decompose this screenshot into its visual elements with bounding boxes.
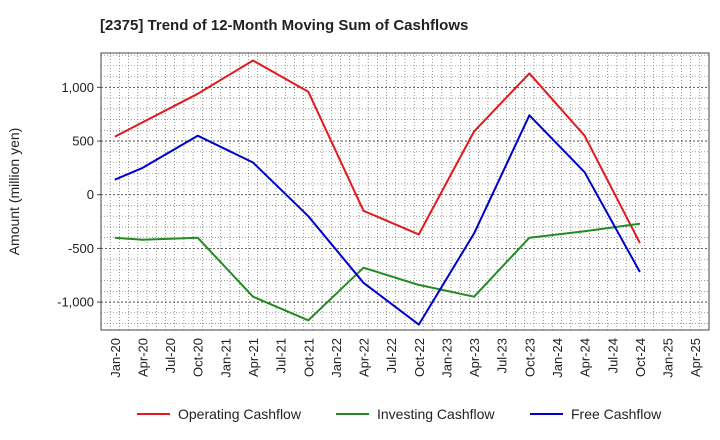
x-tick-label: Jan-20 [108,338,123,378]
x-tick-label: Oct-22 [412,338,427,377]
x-tick-label: Apr-20 [135,338,150,377]
legend-label: Investing Cashflow [377,406,495,422]
x-tick-label: Jan-25 [661,338,676,378]
legend-label: Free Cashflow [571,406,662,422]
x-tick-label: Oct-23 [522,338,537,377]
x-tick-label: Oct-20 [191,338,206,377]
grid [101,53,709,330]
series-line-investing-cashflow [114,222,641,322]
x-tick-label: Jan-22 [329,338,344,378]
x-tick-label: Jul-21 [274,338,289,373]
y-axis-label: Amount (million yen) [6,128,22,256]
series-lines [114,59,641,326]
y-tick-label: -1,000 [57,295,94,310]
y-tick-label: -500 [68,241,94,256]
x-tick-label: Jan-21 [218,338,233,378]
x-tick-label: Jul-20 [163,338,178,373]
chart-title: [2375] Trend of 12-Month Moving Sum of C… [100,17,468,34]
x-tick-label: Jul-22 [384,338,399,373]
x-tick-label: Jul-24 [605,338,620,373]
y-tick-label: 500 [72,134,94,149]
y-axis-ticks: 1,000 500 0 -500 -1,000 [57,80,101,310]
x-axis-ticks: Jan-20 Apr-20 Jul-20 Oct-20 Jan-21 Apr-21 Jul-… [108,338,703,378]
plot-frame [100,52,710,331]
series-line-free-cashflow [114,114,641,326]
x-tick-label: Jul-23 [495,338,510,373]
y-tick-label: 1,000 [61,80,94,95]
x-tick-label: Apr-25 [688,338,703,377]
x-tick-label: Oct-21 [301,338,316,377]
x-tick-label: Apr-23 [467,338,482,377]
series-line-operating-cashflow [114,59,641,244]
y-tick-label: 0 [87,187,94,202]
legend: Operating Cashflow Investing Cashflow Free… [137,406,662,422]
x-tick-label: Jan-23 [439,338,454,378]
x-tick-label: Apr-22 [357,338,372,377]
x-tick-label: Oct-24 [633,338,648,377]
x-tick-label: Jan-24 [550,338,565,378]
x-tick-label: Apr-21 [246,338,261,377]
legend-label: Operating Cashflow [178,406,302,422]
x-tick-label: Apr-24 [578,338,593,377]
